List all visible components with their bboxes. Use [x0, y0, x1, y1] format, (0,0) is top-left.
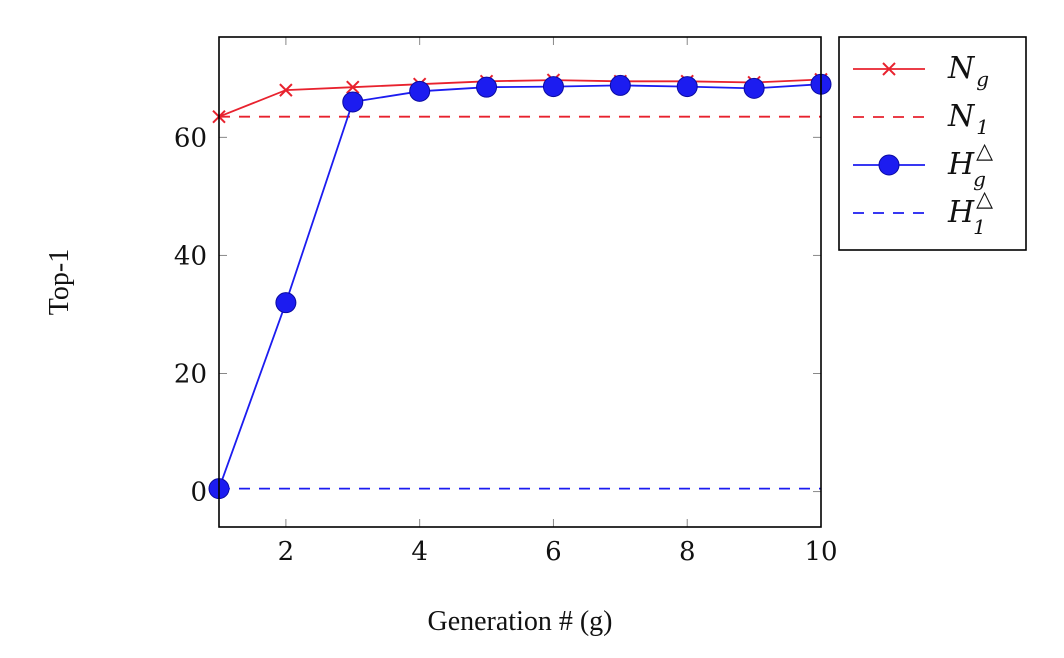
legend-label-2: H△ g [947, 139, 993, 191]
axis-ticks [219, 37, 822, 527]
y-tick-label: 40 [174, 241, 207, 271]
legend-marker-2 [878, 154, 900, 176]
series-line-0 [218, 78, 822, 118]
legend-label-3: H△ 1 [947, 187, 993, 239]
x-tick-label: 2 [278, 537, 295, 567]
marker-stroke [882, 62, 896, 76]
series-layer [208, 72, 832, 500]
y-axis-title: Top-1 [44, 249, 75, 315]
plot-area-frame [218, 36, 822, 528]
legend-marker-0 [882, 62, 896, 76]
data-point-0-1 [279, 83, 293, 97]
y-tick-label: 0 [190, 478, 207, 508]
x-axis-title: Generation # (g) [427, 606, 612, 637]
y-tick-label: 20 [174, 360, 207, 390]
data-point-2-6 [609, 74, 631, 96]
data-point-2-8 [743, 77, 765, 99]
data-point-2-2 [342, 91, 364, 113]
x-tick-label: 4 [411, 537, 428, 567]
tick-labels: 2 4 6 8 10 0 20 40 60 [174, 123, 838, 567]
data-point-2-7 [676, 76, 698, 98]
series-line-2 [218, 83, 822, 489]
data-point-0-2 [346, 80, 360, 94]
marker-stroke [346, 80, 360, 94]
y-tick-label: 60 [174, 123, 207, 153]
data-point-2-4 [476, 76, 498, 98]
marker-stroke [279, 83, 293, 97]
x-tick-label: 10 [804, 537, 837, 567]
data-point-2-5 [542, 76, 564, 98]
legend-frame [838, 36, 1027, 251]
data-point-2-1 [275, 292, 297, 314]
x-tick-label: 8 [679, 537, 696, 567]
x-tick-label: 6 [545, 537, 562, 567]
data-point-2-3 [409, 80, 431, 102]
